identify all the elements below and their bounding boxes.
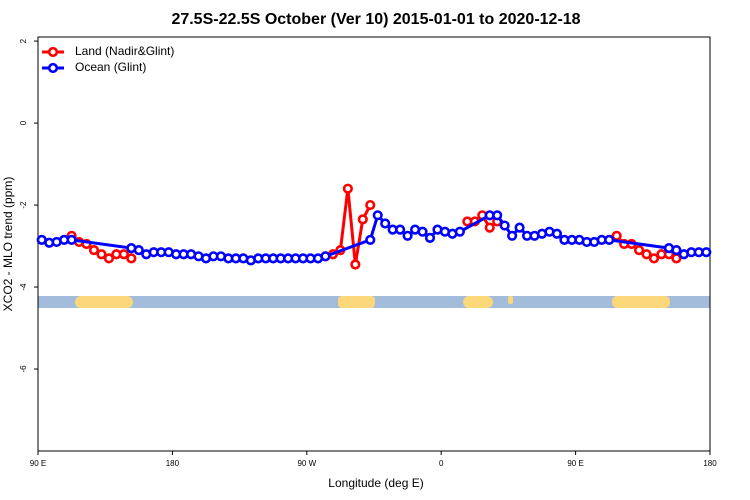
x-tick-label: 90 W bbox=[297, 459, 316, 468]
x-tick-label: 90 E bbox=[30, 459, 46, 468]
x-tick-label: 0 bbox=[439, 459, 444, 468]
data-point bbox=[342, 183, 353, 194]
data-point bbox=[365, 199, 376, 211]
plot-frame bbox=[37, 36, 711, 452]
y-axis-label: XCO2 - MLO trend (ppm) bbox=[1, 177, 15, 312]
data-point bbox=[648, 253, 660, 264]
x-tick-label: 180 bbox=[166, 459, 180, 468]
legend-label: Land (Nadir&Glint) bbox=[75, 44, 174, 58]
data-point bbox=[380, 218, 391, 229]
data-point bbox=[66, 234, 77, 246]
data-point bbox=[372, 210, 383, 221]
data-point bbox=[126, 253, 137, 264]
y-tick-label: -6 bbox=[19, 365, 28, 373]
data-point bbox=[604, 234, 615, 246]
data-point bbox=[395, 224, 406, 235]
x-axis-label: Longitude (deg E) bbox=[328, 476, 423, 490]
y-tick-label: -2 bbox=[19, 201, 28, 209]
data-point bbox=[633, 245, 645, 256]
data-point bbox=[118, 249, 129, 260]
data-point bbox=[484, 222, 495, 233]
data-point bbox=[103, 253, 115, 264]
data-point bbox=[424, 232, 436, 243]
legend-label: Ocean (Glint) bbox=[75, 60, 146, 74]
x-tick-label: 90 E bbox=[567, 459, 583, 468]
x-tick-label: 180 bbox=[703, 459, 717, 468]
data-point bbox=[96, 249, 107, 260]
data-point bbox=[350, 259, 361, 270]
data-point bbox=[701, 247, 712, 258]
data-point bbox=[357, 214, 368, 225]
data-point bbox=[417, 226, 428, 237]
data-point bbox=[499, 220, 510, 231]
data-point bbox=[551, 228, 563, 239]
land-ocean-strip bbox=[38, 296, 710, 308]
data-point bbox=[514, 222, 525, 233]
data-point bbox=[320, 251, 331, 262]
chart-title: 27.5S-22.5S October (Ver 10) 2015-01-01 … bbox=[171, 11, 580, 28]
data-point bbox=[454, 226, 465, 237]
data-point bbox=[641, 249, 652, 260]
y-tick-label: 2 bbox=[19, 38, 28, 43]
data-point bbox=[507, 230, 518, 241]
y-tick-label: -4 bbox=[19, 283, 28, 291]
data-point bbox=[365, 234, 376, 246]
data-point bbox=[671, 245, 682, 256]
data-point bbox=[492, 210, 503, 221]
legend-marker bbox=[47, 62, 59, 74]
data-point bbox=[88, 245, 100, 256]
y-tick-label: 0 bbox=[19, 120, 28, 125]
legend-marker bbox=[47, 46, 59, 58]
data-point bbox=[133, 245, 144, 256]
data-point bbox=[402, 230, 413, 241]
